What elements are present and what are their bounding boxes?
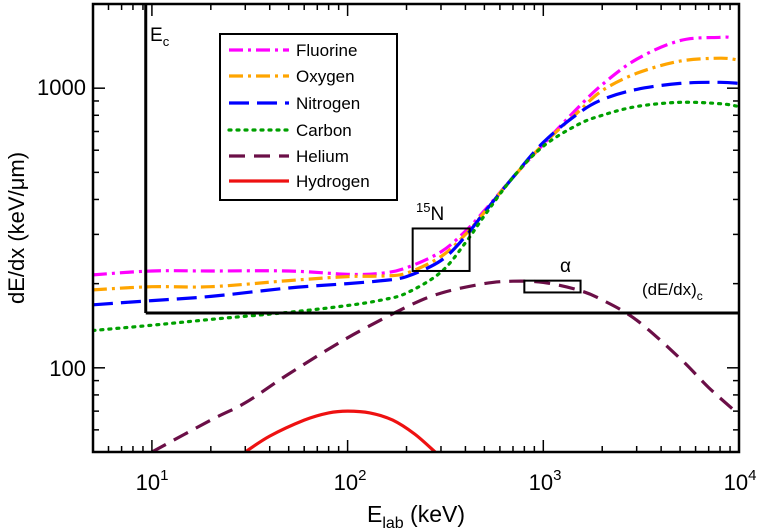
series-line-oxygen [93, 56, 739, 292]
series-line-nitrogen [93, 80, 739, 307]
dedx-c-label: (dE/dx)c [642, 280, 703, 303]
x-axis-label: Elab (keV) [367, 501, 465, 530]
legend: Fluorine Oxygen Nitrogen Carbon Helium H… [219, 33, 398, 201]
series-line-fluorine [93, 35, 731, 277]
legend-label-helium: Helium [296, 147, 349, 166]
legend-box [219, 33, 398, 201]
annotations [144, 4, 739, 315]
series-curves [93, 35, 739, 452]
series-line-helium [151, 279, 739, 452]
alpha-label: α [560, 256, 571, 277]
x-tick-label-10: 101 [136, 467, 169, 495]
y-axis-label: dE/dx (keV/μm) [4, 152, 29, 304]
legend-label-hydrogen: Hydrogen [296, 172, 370, 191]
n15-label: 15N [416, 200, 444, 225]
ec-label: Ec [150, 25, 170, 49]
plot-frame [91, 2, 741, 454]
y-tick-label-100: 100 [49, 356, 86, 381]
x-tick-label-1000: 103 [529, 467, 562, 495]
legend-label-oxygen: Oxygen [296, 67, 355, 86]
x-tick-label-10000: 104 [724, 467, 757, 495]
y-tick-label-1000: 1000 [37, 75, 86, 100]
axis-ticks [92, 3, 740, 453]
legend-label-nitrogen: Nitrogen [296, 94, 360, 113]
legend-label-carbon: Carbon [296, 121, 352, 140]
x-tick-label-100: 102 [334, 467, 367, 495]
alpha-box [523, 279, 582, 294]
n15-box [411, 227, 471, 272]
legend-label-fluorine: Fluorine [296, 41, 357, 60]
series-line-hydrogen [244, 409, 437, 452]
